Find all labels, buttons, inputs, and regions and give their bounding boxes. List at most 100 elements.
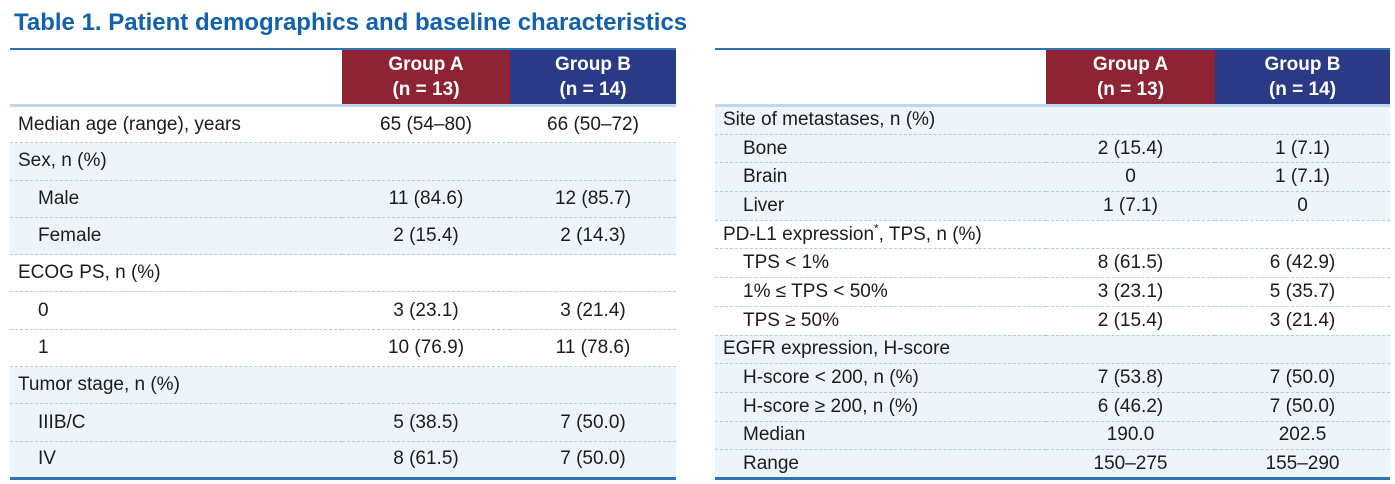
- value-cell-group-a: 150–275: [1046, 449, 1215, 479]
- page-title: Table 1. Patient demographics and baseli…: [14, 9, 688, 36]
- value-cell-group-a: [1046, 105, 1215, 135]
- value-cell-group-a: 2 (15.4): [1046, 306, 1215, 336]
- value-cell-group-b: [510, 142, 676, 181]
- value-cell-group-a: [342, 142, 510, 181]
- value-cell-group-b: 7 (50.0): [510, 403, 676, 442]
- group-a-name: Group A: [1092, 54, 1169, 75]
- table-row: Median 190.0 202.5: [715, 421, 1390, 451]
- header-row: Group A (n = 13) Group B (n = 14): [715, 49, 1390, 107]
- section-row: EGFR expression, H-score: [715, 335, 1390, 365]
- table-row: 1% ≤ TPS < 50% 3 (23.1) 5 (35.7): [715, 277, 1390, 307]
- row-label: 1% ≤ TPS < 50%: [715, 277, 1046, 307]
- value-cell-group-a: 190.0: [1046, 421, 1215, 451]
- value-cell-group-a: 7 (53.8): [1046, 363, 1215, 393]
- value-cell-group-b: 5 (35.7): [1215, 277, 1390, 307]
- section-row: PD-L1 expression*, TPS, n (%): [715, 220, 1390, 250]
- table-row: Brain 0 1 (7.1): [715, 162, 1390, 193]
- row-label: Liver: [715, 191, 1046, 221]
- value-cell-group-b: 3 (21.4): [510, 291, 676, 330]
- value-cell-group-a: 2 (15.4): [342, 217, 510, 256]
- group-b-name: Group B: [1264, 54, 1341, 75]
- value-cell-group-a: 11 (84.6): [342, 180, 510, 218]
- value-cell-group-a: 8 (61.5): [342, 441, 510, 479]
- table-demographics-left: Group A (n = 13) Group B (n = 14) Median…: [10, 48, 676, 480]
- value-cell-group-b: 7 (50.0): [510, 441, 676, 479]
- table-row: Range 150–275 155–290: [715, 449, 1390, 479]
- table-row: Median age (range), years 65 (54–80) 66 (5…: [10, 105, 676, 144]
- value-cell-group-a: 0: [1046, 162, 1215, 193]
- row-label: Female: [10, 217, 342, 256]
- row-label: PD-L1 expression*, TPS, n (%): [715, 220, 1046, 250]
- value-cell-group-b: [510, 254, 676, 293]
- value-cell-group-a: 5 (38.5): [342, 403, 510, 442]
- section-row: Site of metastases, n (%): [715, 105, 1390, 135]
- table-demographics-right: Group A (n = 13) Group B (n = 14) Site o…: [715, 48, 1390, 480]
- row-label: 0: [10, 291, 342, 330]
- table-row: IV 8 (61.5) 7 (50.0): [10, 441, 676, 479]
- row-label: Site of metastases, n (%): [715, 105, 1046, 135]
- group-b-count: (n = 14): [559, 79, 627, 100]
- value-cell-group-b: [510, 366, 676, 405]
- table-row: TPS ≥ 50% 2 (15.4) 3 (21.4): [715, 306, 1390, 336]
- value-cell-group-a: 3 (23.1): [1046, 277, 1215, 307]
- group-b-header: Group B (n = 14): [1215, 49, 1390, 107]
- row-label: ECOG PS, n (%): [10, 254, 342, 293]
- row-label: Brain: [715, 162, 1046, 193]
- value-cell-group-b: 3 (21.4): [1215, 306, 1390, 336]
- row-label: H-score < 200, n (%): [715, 363, 1046, 393]
- row-label: Bone: [715, 134, 1046, 164]
- value-cell-group-a: [342, 366, 510, 405]
- group-a-header: Group A (n = 13): [1046, 49, 1215, 107]
- row-label: TPS < 1%: [715, 248, 1046, 279]
- value-cell-group-b: [1215, 220, 1390, 250]
- value-cell-group-b: 7 (50.0): [1215, 363, 1390, 393]
- value-cell-group-b: 1 (7.1): [1215, 162, 1390, 193]
- table-row: Male 11 (84.6) 12 (85.7): [10, 180, 676, 218]
- header-corner-cell: [715, 49, 1046, 107]
- section-row: Tumor stage, n (%): [10, 366, 676, 405]
- value-cell-group-b: [1215, 335, 1390, 365]
- table-row: TPS < 1% 8 (61.5) 6 (42.9): [715, 248, 1390, 279]
- table-row: H-score < 200, n (%) 7 (53.8) 7 (50.0): [715, 363, 1390, 393]
- value-cell-group-b: 11 (78.6): [510, 329, 676, 368]
- value-cell-group-b: 0: [1215, 191, 1390, 221]
- table-row: Female 2 (15.4) 2 (14.3): [10, 217, 676, 256]
- table-row: IIIB/C 5 (38.5) 7 (50.0): [10, 403, 676, 442]
- value-cell-group-a: 65 (54–80): [342, 105, 510, 144]
- header-corner-cell: [10, 49, 342, 107]
- value-cell-group-a: 10 (76.9): [342, 329, 510, 368]
- section-row: Sex, n (%): [10, 142, 676, 181]
- value-cell-group-b: 6 (42.9): [1215, 248, 1390, 279]
- value-cell-group-a: 6 (46.2): [1046, 392, 1215, 422]
- value-cell-group-b: 7 (50.0): [1215, 392, 1390, 422]
- table-row: Bone 2 (15.4) 1 (7.1): [715, 134, 1390, 164]
- value-cell-group-a: 1 (7.1): [1046, 191, 1215, 221]
- row-label: EGFR expression, H-score: [715, 335, 1046, 365]
- table-row: 1 10 (76.9) 11 (78.6): [10, 329, 676, 368]
- value-cell-group-a: 2 (15.4): [1046, 134, 1215, 164]
- row-label: TPS ≥ 50%: [715, 306, 1046, 336]
- value-cell-group-b: 1 (7.1): [1215, 134, 1390, 164]
- value-cell-group-b: 66 (50–72): [510, 105, 676, 144]
- value-cell-group-b: 12 (85.7): [510, 180, 676, 218]
- tables-row: Group A (n = 13) Group B (n = 14) Median…: [0, 48, 1390, 480]
- row-label: Tumor stage, n (%): [10, 366, 342, 405]
- value-cell-group-a: [342, 254, 510, 293]
- row-label: Sex, n (%): [10, 142, 342, 181]
- table-row: Liver 1 (7.1) 0: [715, 191, 1390, 221]
- row-label: IV: [10, 441, 342, 479]
- value-cell-group-b: 2 (14.3): [510, 217, 676, 256]
- row-label: Median: [715, 421, 1046, 451]
- group-b-header: Group B (n = 14): [510, 49, 676, 107]
- row-label: Male: [10, 180, 342, 218]
- group-b-count: (n = 14): [1268, 79, 1337, 100]
- value-cell-group-a: 8 (61.5): [1046, 248, 1215, 279]
- row-label: Range: [715, 449, 1046, 479]
- table-body: Median age (range), years 65 (54–80) 66 (5…: [10, 105, 676, 479]
- table-body: Site of metastases, n (%) Bone 2 (15.4) 1 (…: [715, 105, 1390, 479]
- table-row: H-score ≥ 200, n (%) 6 (46.2) 7 (50.0): [715, 392, 1390, 422]
- group-a-count: (n = 13): [1096, 79, 1165, 100]
- footnote-marker: *: [874, 222, 879, 236]
